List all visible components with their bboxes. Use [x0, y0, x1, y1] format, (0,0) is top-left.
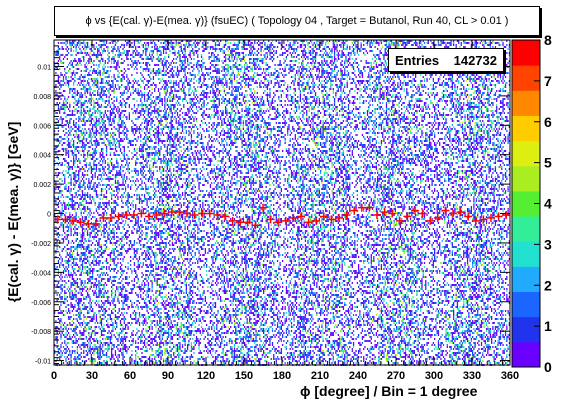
- profile-point: [107, 214, 115, 222]
- x-tick-label: 210: [311, 370, 329, 382]
- y-tick-label: 0.01: [37, 64, 51, 71]
- x-tick-label: 360: [501, 370, 519, 382]
- chart-title-box: ϕ vs {E(cal. γ)-E(mea. γ)} (fsuEC) ( Top…: [54, 6, 540, 36]
- colorbar-tick-label: 2: [544, 277, 552, 293]
- colorbar-segment: [512, 216, 540, 242]
- profile-point: [419, 210, 427, 218]
- stats-entries-label: Entries: [395, 53, 439, 68]
- y-tick-label: 0.002: [33, 182, 51, 189]
- chart-title: ϕ vs {E(cal. γ)-E(mea. γ)} (fsuEC) ( Top…: [86, 15, 509, 27]
- profile-point: [502, 211, 510, 219]
- y-tick-label: -0.006: [31, 300, 51, 307]
- y-tick-label: 0.004: [33, 153, 51, 160]
- x-tick-label: 180: [273, 370, 291, 382]
- colorbar-tick-label: 8: [544, 32, 552, 48]
- colorbar-segment: [512, 241, 540, 267]
- colorbar-segment: [512, 40, 540, 66]
- x-tick-label: 60: [124, 370, 136, 382]
- profile-point: [244, 218, 252, 226]
- x-tick-label: 300: [425, 370, 443, 382]
- colorbar-segment: [512, 317, 540, 343]
- profile-point: [191, 211, 199, 219]
- heatmap-density: [54, 40, 510, 366]
- profile-point: [373, 211, 381, 219]
- colorbar-segment: [512, 166, 540, 192]
- profile-point: [305, 218, 313, 226]
- stats-entries-value: 142732: [439, 53, 497, 68]
- x-tick-label: 30: [86, 370, 98, 382]
- y-axis-label: {E(cal. γ) - E(mea. γ)} [GeV]: [5, 122, 21, 303]
- colorbar-segment: [512, 342, 540, 368]
- x-tick-label: 270: [387, 370, 405, 382]
- colorbar-segment: [512, 90, 540, 116]
- y-tick-label: -0.002: [31, 241, 51, 248]
- colorbar-tick-label: 5: [544, 155, 552, 171]
- x-tick-label: 330: [463, 370, 481, 382]
- y-tick-label: 0.008: [33, 94, 51, 101]
- x-axis-label: ϕ [degree] / Bin = 1 degree: [300, 383, 477, 399]
- colorbar-tick-label: 6: [544, 114, 552, 130]
- y-tick-label: -0.01: [35, 359, 51, 366]
- y-tick-label: 0.006: [33, 123, 51, 130]
- colorbar-tick-label: 3: [544, 236, 552, 252]
- y-tick-label: -0.008: [31, 329, 51, 336]
- x-tick-label: 0: [51, 370, 57, 382]
- colorbar-segment: [512, 292, 540, 318]
- colorbar-tick-label: 1: [544, 318, 552, 334]
- colorbar-tick-label: 0: [544, 359, 552, 375]
- colorbar-segment: [512, 266, 540, 292]
- y-tick-label: 0: [47, 212, 51, 219]
- profile-point: [441, 207, 449, 215]
- stats-box: Entries 142732: [388, 48, 504, 72]
- y-tick-label: -0.004: [31, 270, 51, 277]
- x-tick-label: 240: [349, 370, 367, 382]
- colorbar-segment: [512, 115, 540, 141]
- x-tick-label: 90: [162, 370, 174, 382]
- x-tick-label: 120: [197, 370, 215, 382]
- colorbar-tick-label: 7: [544, 73, 552, 89]
- x-tick-label: 150: [235, 370, 253, 382]
- colorbar-tick-label: 4: [544, 196, 552, 212]
- colorbar-segment: [512, 65, 540, 91]
- profile-point: [343, 211, 351, 219]
